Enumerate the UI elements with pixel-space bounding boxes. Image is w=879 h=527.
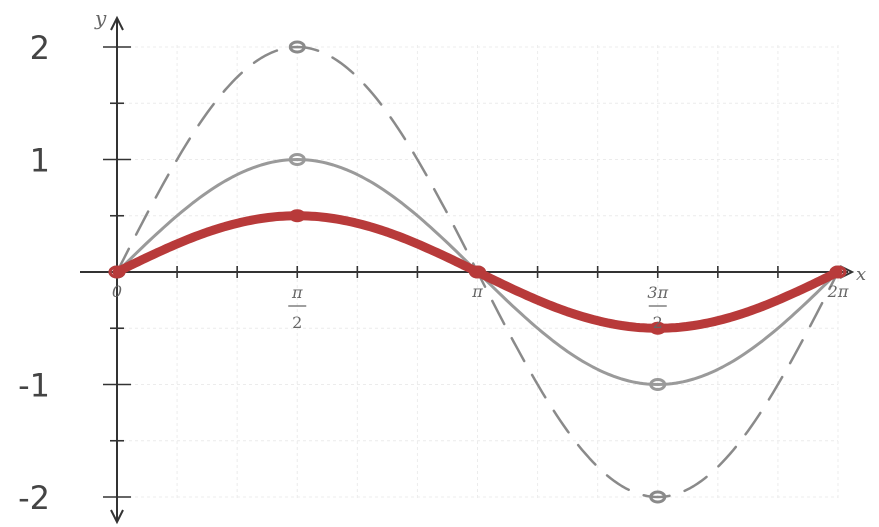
x-axis-label: x xyxy=(856,264,866,285)
series-2-point xyxy=(288,209,306,223)
series-2-line xyxy=(112,211,843,333)
x-tick-label-denominator: 2 xyxy=(653,313,663,332)
y-tick-label: -1 xyxy=(18,367,50,405)
x-tick-label: π xyxy=(291,283,303,302)
series xyxy=(108,40,847,504)
grid xyxy=(117,45,839,500)
x-tick-label-denominator: 2 xyxy=(292,313,302,332)
series-2-point xyxy=(829,265,847,279)
series-2-point xyxy=(108,265,126,279)
series-0-point xyxy=(649,490,667,504)
y-tick-label: -2 xyxy=(18,479,50,517)
x-tick-label: 0 xyxy=(112,282,122,301)
series-1-point xyxy=(649,378,667,391)
y-axis-arrow-up xyxy=(110,15,124,31)
series-2-point xyxy=(469,265,486,279)
y-axis-label: y xyxy=(94,6,107,30)
y-tick-label: 2 xyxy=(30,29,50,67)
y-tick-label: 1 xyxy=(30,142,50,180)
series-1-point xyxy=(288,153,306,166)
y-axis-arrow-down xyxy=(110,509,124,525)
x-tick-label: 3π xyxy=(647,283,668,302)
series-2-point xyxy=(649,321,667,335)
x-tick-label: π xyxy=(471,282,483,301)
x-tick-label: 2π xyxy=(827,282,849,301)
series-0-point xyxy=(288,40,306,54)
